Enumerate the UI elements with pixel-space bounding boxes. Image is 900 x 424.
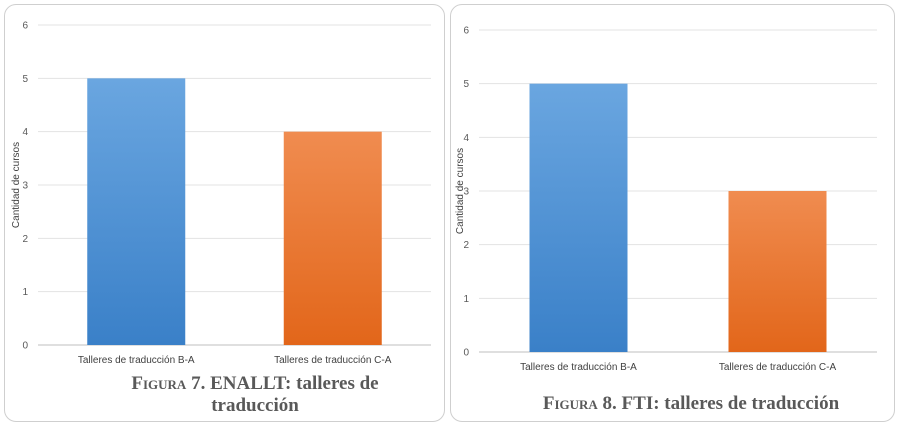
y-tick-label: 6 [463,26,469,37]
y-axis-label: Cantidad de cursos [455,148,466,234]
y-tick-label: 2 [463,240,469,251]
figure-caption: Figura 8. FTI: talleres de traducción [491,393,891,415]
bar-1 [87,78,186,345]
y-tick-label: 1 [22,287,28,298]
bar-2 [728,191,827,352]
y-tick-label: 1 [463,294,469,305]
y-tick-label: 0 [463,348,469,359]
x-category-label: Talleres de traducción C-A [719,362,837,373]
x-category-label: Talleres de traducción B-A [78,355,195,366]
caption-text: 7. ENALLT: talleres de traducción [191,373,379,416]
figure-caption: Figura 7. ENALLT: talleres de traducción [115,373,395,417]
y-axis-label: Cantidad de cursos [11,142,22,228]
bar-2 [283,131,382,345]
y-tick-label: 5 [463,79,469,90]
y-tick-label: 5 [22,74,28,85]
y-tick-label: 3 [22,181,28,192]
caption-figure-word: Figura [542,393,598,414]
bar-chart-enallt: 0 1 2 3 4 5 6 Cantidad de cursos Talleres de tra… [11,21,431,366]
chart-panel-enallt: 0 1 2 3 4 5 6 Cantidad de cursos Talleres de tra… [4,4,445,422]
y-tick-label: 2 [22,234,28,245]
bar-chart-fti: 0 1 2 3 4 5 6 Cantidad de cursos Talleres de tra… [455,26,877,373]
x-category-label: Talleres de traducción C-A [274,355,392,366]
chart-panel-fti: 0 1 2 3 4 5 6 Cantidad de cursos Talleres de tra… [450,4,895,422]
caption-text: 8. FTI: talleres de traducción [602,393,840,414]
caption-figure-word: Figura [131,373,187,394]
y-tick-label: 3 [463,187,469,198]
y-tick-label: 6 [22,21,28,32]
y-tick-label: 4 [463,133,469,144]
bar-1 [529,83,628,353]
y-tick-label: 4 [22,127,28,138]
x-category-label: Talleres de traducción B-A [520,362,637,373]
y-tick-label: 0 [22,341,28,352]
